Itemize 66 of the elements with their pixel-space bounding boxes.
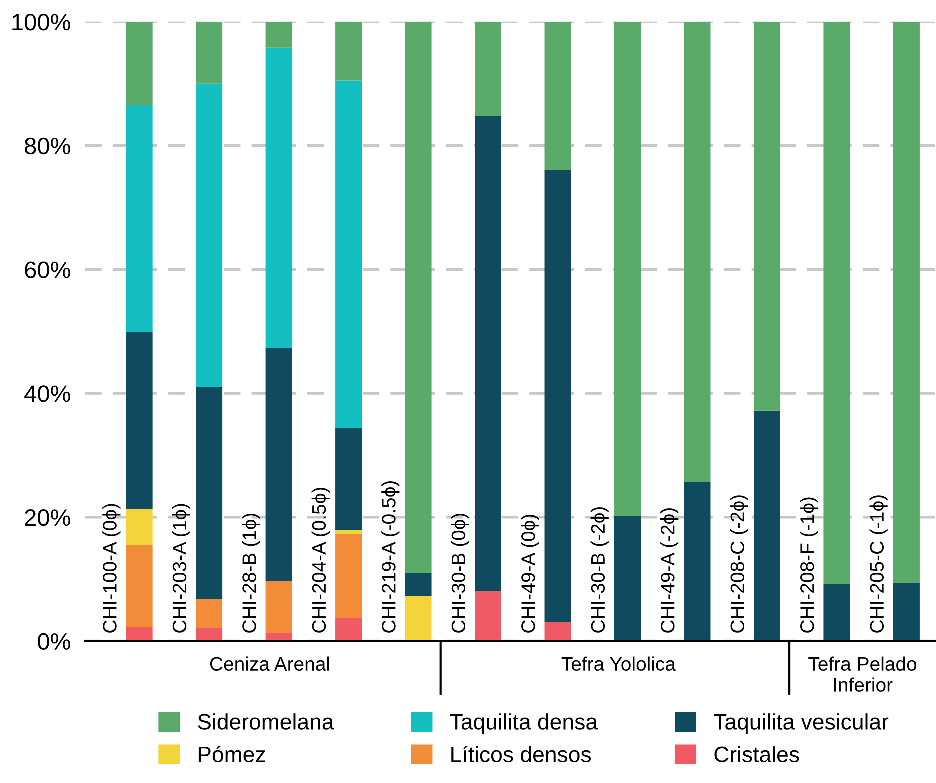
bar	[126, 545, 153, 628]
bar	[684, 22, 711, 482]
bar	[266, 348, 292, 582]
bar	[126, 509, 153, 546]
legend-label: Pómez	[198, 746, 266, 763]
bar	[614, 516, 641, 642]
bar	[824, 22, 850, 584]
bar	[893, 22, 920, 584]
x-tick-label: CHI-100-A (0ϕ)	[102, 504, 121, 633]
x-tick-label: CHI-28-B (1ϕ)	[242, 514, 260, 633]
legend-label: Líticos densos	[452, 746, 592, 763]
y-tick-label: 80%	[25, 138, 70, 155]
bar	[196, 599, 223, 628]
bar	[405, 22, 432, 574]
x-tick-label: CHI-204-A (0.5ϕ)	[312, 488, 330, 633]
y-tick-label: 40%	[24, 386, 70, 402]
x-tick-label: CHI-219-A (-0.5ϕ)	[382, 482, 400, 633]
bar	[405, 596, 432, 642]
bar	[754, 410, 780, 642]
bar	[824, 584, 850, 642]
bar	[336, 80, 362, 428]
x-tick-label: CHI-208-F (-1ϕ)	[800, 498, 818, 633]
x-tick-label: CHI-30-B (0ϕ)	[451, 514, 470, 633]
y-tick-label: 60%	[25, 262, 70, 278]
bar	[893, 583, 920, 642]
y-tick-label: 100%	[12, 14, 70, 31]
y-tick-label: 20%	[25, 509, 70, 526]
bar	[336, 618, 362, 642]
bar	[405, 573, 432, 596]
x-tick-label: CHI-205-C (-1ϕ)	[870, 496, 888, 633]
bar	[266, 48, 292, 348]
legend-label: Taquilita vesicular	[714, 714, 889, 734]
legend-label: Cristales	[714, 746, 800, 763]
text: Tefra Yololica	[562, 656, 676, 672]
y-tick-label: 0%	[38, 633, 70, 650]
bar	[544, 22, 572, 170]
bar	[544, 170, 572, 622]
bar	[684, 482, 711, 642]
bar	[754, 22, 780, 411]
bar	[544, 622, 572, 642]
bar	[196, 387, 223, 600]
bar	[614, 22, 641, 516]
bar	[126, 332, 153, 510]
bar	[126, 106, 153, 332]
text: Ceniza Arenal	[210, 656, 330, 672]
bar	[336, 534, 362, 618]
bar	[266, 22, 292, 48]
legend-label: Taquilita densa	[450, 714, 598, 734]
bar	[126, 627, 153, 642]
bar	[196, 84, 223, 388]
x-tick-label: CHI-30-B (-2ϕ)	[590, 507, 609, 633]
bar	[475, 591, 502, 642]
text: Tefra Pelado Inferior	[808, 656, 917, 692]
bar	[126, 22, 153, 106]
x-tick-label: CHI-203-A (1ϕ)	[172, 504, 190, 633]
bar	[196, 22, 223, 84]
bar	[336, 530, 362, 534]
bar	[266, 581, 292, 634]
x-tick-label: CHI-208-C (-2ϕ)	[730, 496, 748, 633]
bar	[336, 428, 362, 530]
x-tick-label: CHI-49-A (-2ϕ)	[660, 508, 679, 633]
x-tick-label: CHI-49-A (0ϕ)	[521, 515, 540, 633]
bar	[475, 22, 502, 116]
bar	[475, 116, 502, 592]
bar	[336, 22, 362, 81]
legend-label: Sideromelana	[198, 714, 334, 730]
